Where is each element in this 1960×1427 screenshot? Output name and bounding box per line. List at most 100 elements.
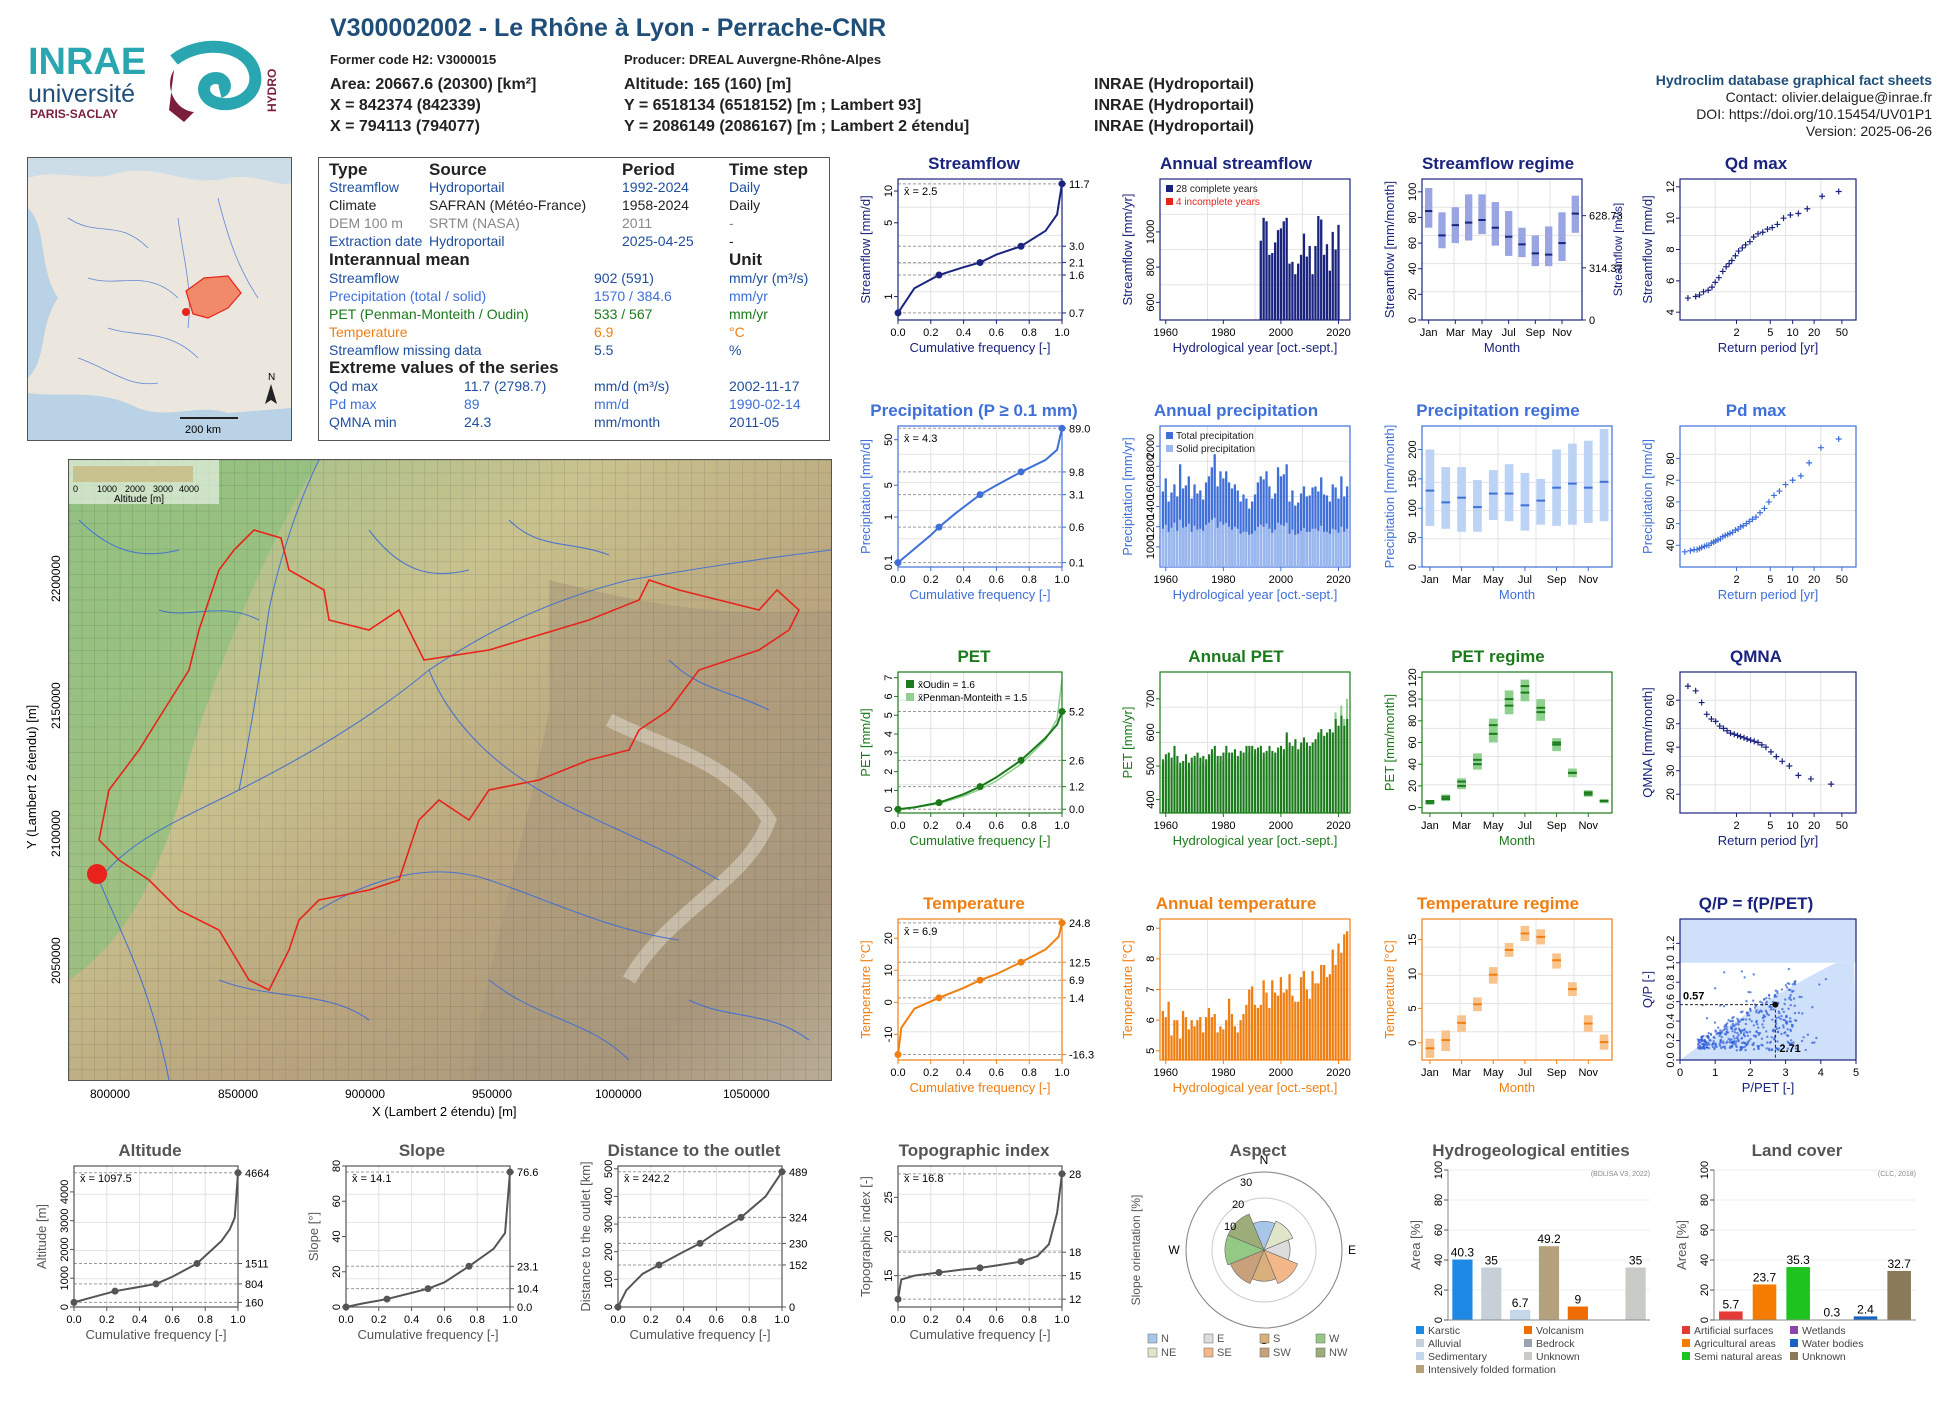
regime-box	[1532, 235, 1539, 266]
scatter-point	[1753, 973, 1755, 975]
bar-solid	[1219, 522, 1221, 567]
data-point	[1732, 253, 1738, 259]
y-tick-label: 20	[1407, 288, 1419, 300]
x-tick-label: 0.2	[371, 1314, 386, 1326]
y-axis-label: Slope orientation [%]	[1129, 1195, 1143, 1306]
y-tick-label: 0.8	[1665, 975, 1677, 990]
y-tick-label: 0	[1433, 1317, 1445, 1323]
scatter-point	[1734, 1028, 1736, 1030]
y-tick-label: 60	[1433, 1224, 1445, 1236]
bar	[1214, 746, 1216, 813]
plot-frame	[618, 1166, 782, 1307]
y-tick-label: 120	[1407, 668, 1419, 686]
y-axis-label: Precipitation [mm/d]	[858, 439, 873, 554]
bar-solid	[1162, 529, 1164, 567]
y-tick-label: 50	[883, 434, 895, 446]
page-title: V300002002 - Le Rhône à Lyon - Perrache-…	[330, 14, 886, 43]
th-source: Source	[429, 160, 487, 180]
data-point	[1731, 731, 1737, 737]
y-tick-label: 40	[1407, 758, 1419, 770]
y-tick-label: 500	[1145, 757, 1157, 775]
map-xlabel: X (Lambert 2 étendu) [m]	[372, 1104, 517, 1119]
bar-solid	[1317, 531, 1319, 567]
scatter-point	[1762, 1026, 1764, 1028]
scatter-point	[1737, 1034, 1739, 1036]
bar-solid	[1191, 532, 1193, 567]
legend-label: W	[1329, 1333, 1340, 1345]
scatter-point	[1701, 1035, 1703, 1037]
x-tick-label: Nov	[1578, 1067, 1598, 1079]
bar	[1306, 990, 1308, 1061]
scatter-point	[1778, 1027, 1780, 1029]
x-tick-label: 5	[1767, 327, 1773, 339]
y-tick-label: 20	[1699, 1284, 1711, 1296]
bar	[1510, 1310, 1530, 1320]
x-lambert2: X = 794113 (794077)	[330, 116, 536, 137]
bar	[1162, 1011, 1164, 1060]
bar-solid	[1185, 527, 1187, 567]
scatter-point	[1789, 1017, 1791, 1019]
legend-swatch	[1316, 1334, 1325, 1343]
bar-solid	[1239, 534, 1241, 567]
x-tick-label: 20	[1808, 327, 1820, 339]
data-point	[1828, 781, 1834, 787]
bar	[1854, 1316, 1878, 1320]
bar	[1254, 1005, 1256, 1060]
bar	[1240, 751, 1242, 813]
scatter-point	[1768, 997, 1770, 999]
legend-swatch	[1166, 432, 1173, 439]
scatter-point	[1763, 999, 1765, 1001]
quantile-point	[977, 783, 984, 790]
bar	[1300, 255, 1302, 320]
data-point	[1720, 268, 1726, 274]
bar	[1346, 719, 1348, 813]
scatter-point	[1777, 1031, 1779, 1033]
quantile-point	[697, 1240, 704, 1247]
x-tick-label: 50	[1836, 327, 1848, 339]
x-lambert93: X = 842374 (842339)	[330, 95, 536, 116]
contact: Contact: olivier.delaigue@inrae.fr	[1656, 89, 1932, 106]
x-axis-label: P/PET [-]	[1742, 1080, 1795, 1095]
legend-swatch	[1166, 185, 1173, 192]
y-tick-label: 152	[789, 1260, 807, 1272]
chart-title: Precipitation (P ≥ 0.1 mm)	[870, 402, 1077, 420]
bar-solid	[1283, 526, 1285, 567]
scatter-point	[1763, 1020, 1765, 1022]
scatter-point	[1780, 1033, 1782, 1035]
x-tick-label: Nov	[1552, 327, 1572, 339]
legend-label: NW	[1329, 1347, 1348, 1359]
scatter-point	[1757, 1026, 1759, 1028]
scatter-point	[1755, 1021, 1757, 1023]
x-tick-label: Mar	[1452, 574, 1471, 586]
data-point	[1768, 749, 1774, 755]
legend-label: Volcanism	[1536, 1325, 1584, 1337]
mean-label: x̄ = 14.1	[352, 1173, 391, 1185]
y-tick-label: 60	[1665, 694, 1677, 706]
scatter-point	[1769, 1005, 1771, 1007]
map-ylabel: Y (Lambert 2 étendu) [m]	[24, 705, 39, 849]
x-tick-label: 2	[1747, 1067, 1753, 1079]
scatter-point	[1825, 978, 1827, 980]
bar	[1326, 977, 1328, 1060]
bar	[1297, 264, 1299, 320]
y-tick-label: 500	[603, 1160, 615, 1178]
ext-unit: mm/month	[594, 414, 660, 430]
x-tick-label: 0.8	[1022, 327, 1037, 339]
bar-solid	[1294, 535, 1296, 567]
th-extremes: Extreme values of the series	[329, 358, 559, 378]
bar	[1311, 274, 1313, 320]
basin-map-graphic: 0 1000 2000 3000 4000 Altitude [m]	[69, 460, 831, 1080]
x-tick-label: 1960	[1154, 327, 1178, 339]
scatter-point	[1737, 1021, 1739, 1023]
bar	[1280, 746, 1282, 813]
y-tick-label: 20	[331, 1266, 343, 1278]
location-minimap: 200 km N	[27, 157, 292, 441]
logo-universite: université	[28, 80, 135, 108]
bar-solid	[1188, 524, 1190, 567]
mean-label: x̄ = 4.3	[904, 433, 937, 445]
scatter-point	[1710, 1034, 1712, 1036]
legend-label: E	[1217, 1333, 1224, 1345]
